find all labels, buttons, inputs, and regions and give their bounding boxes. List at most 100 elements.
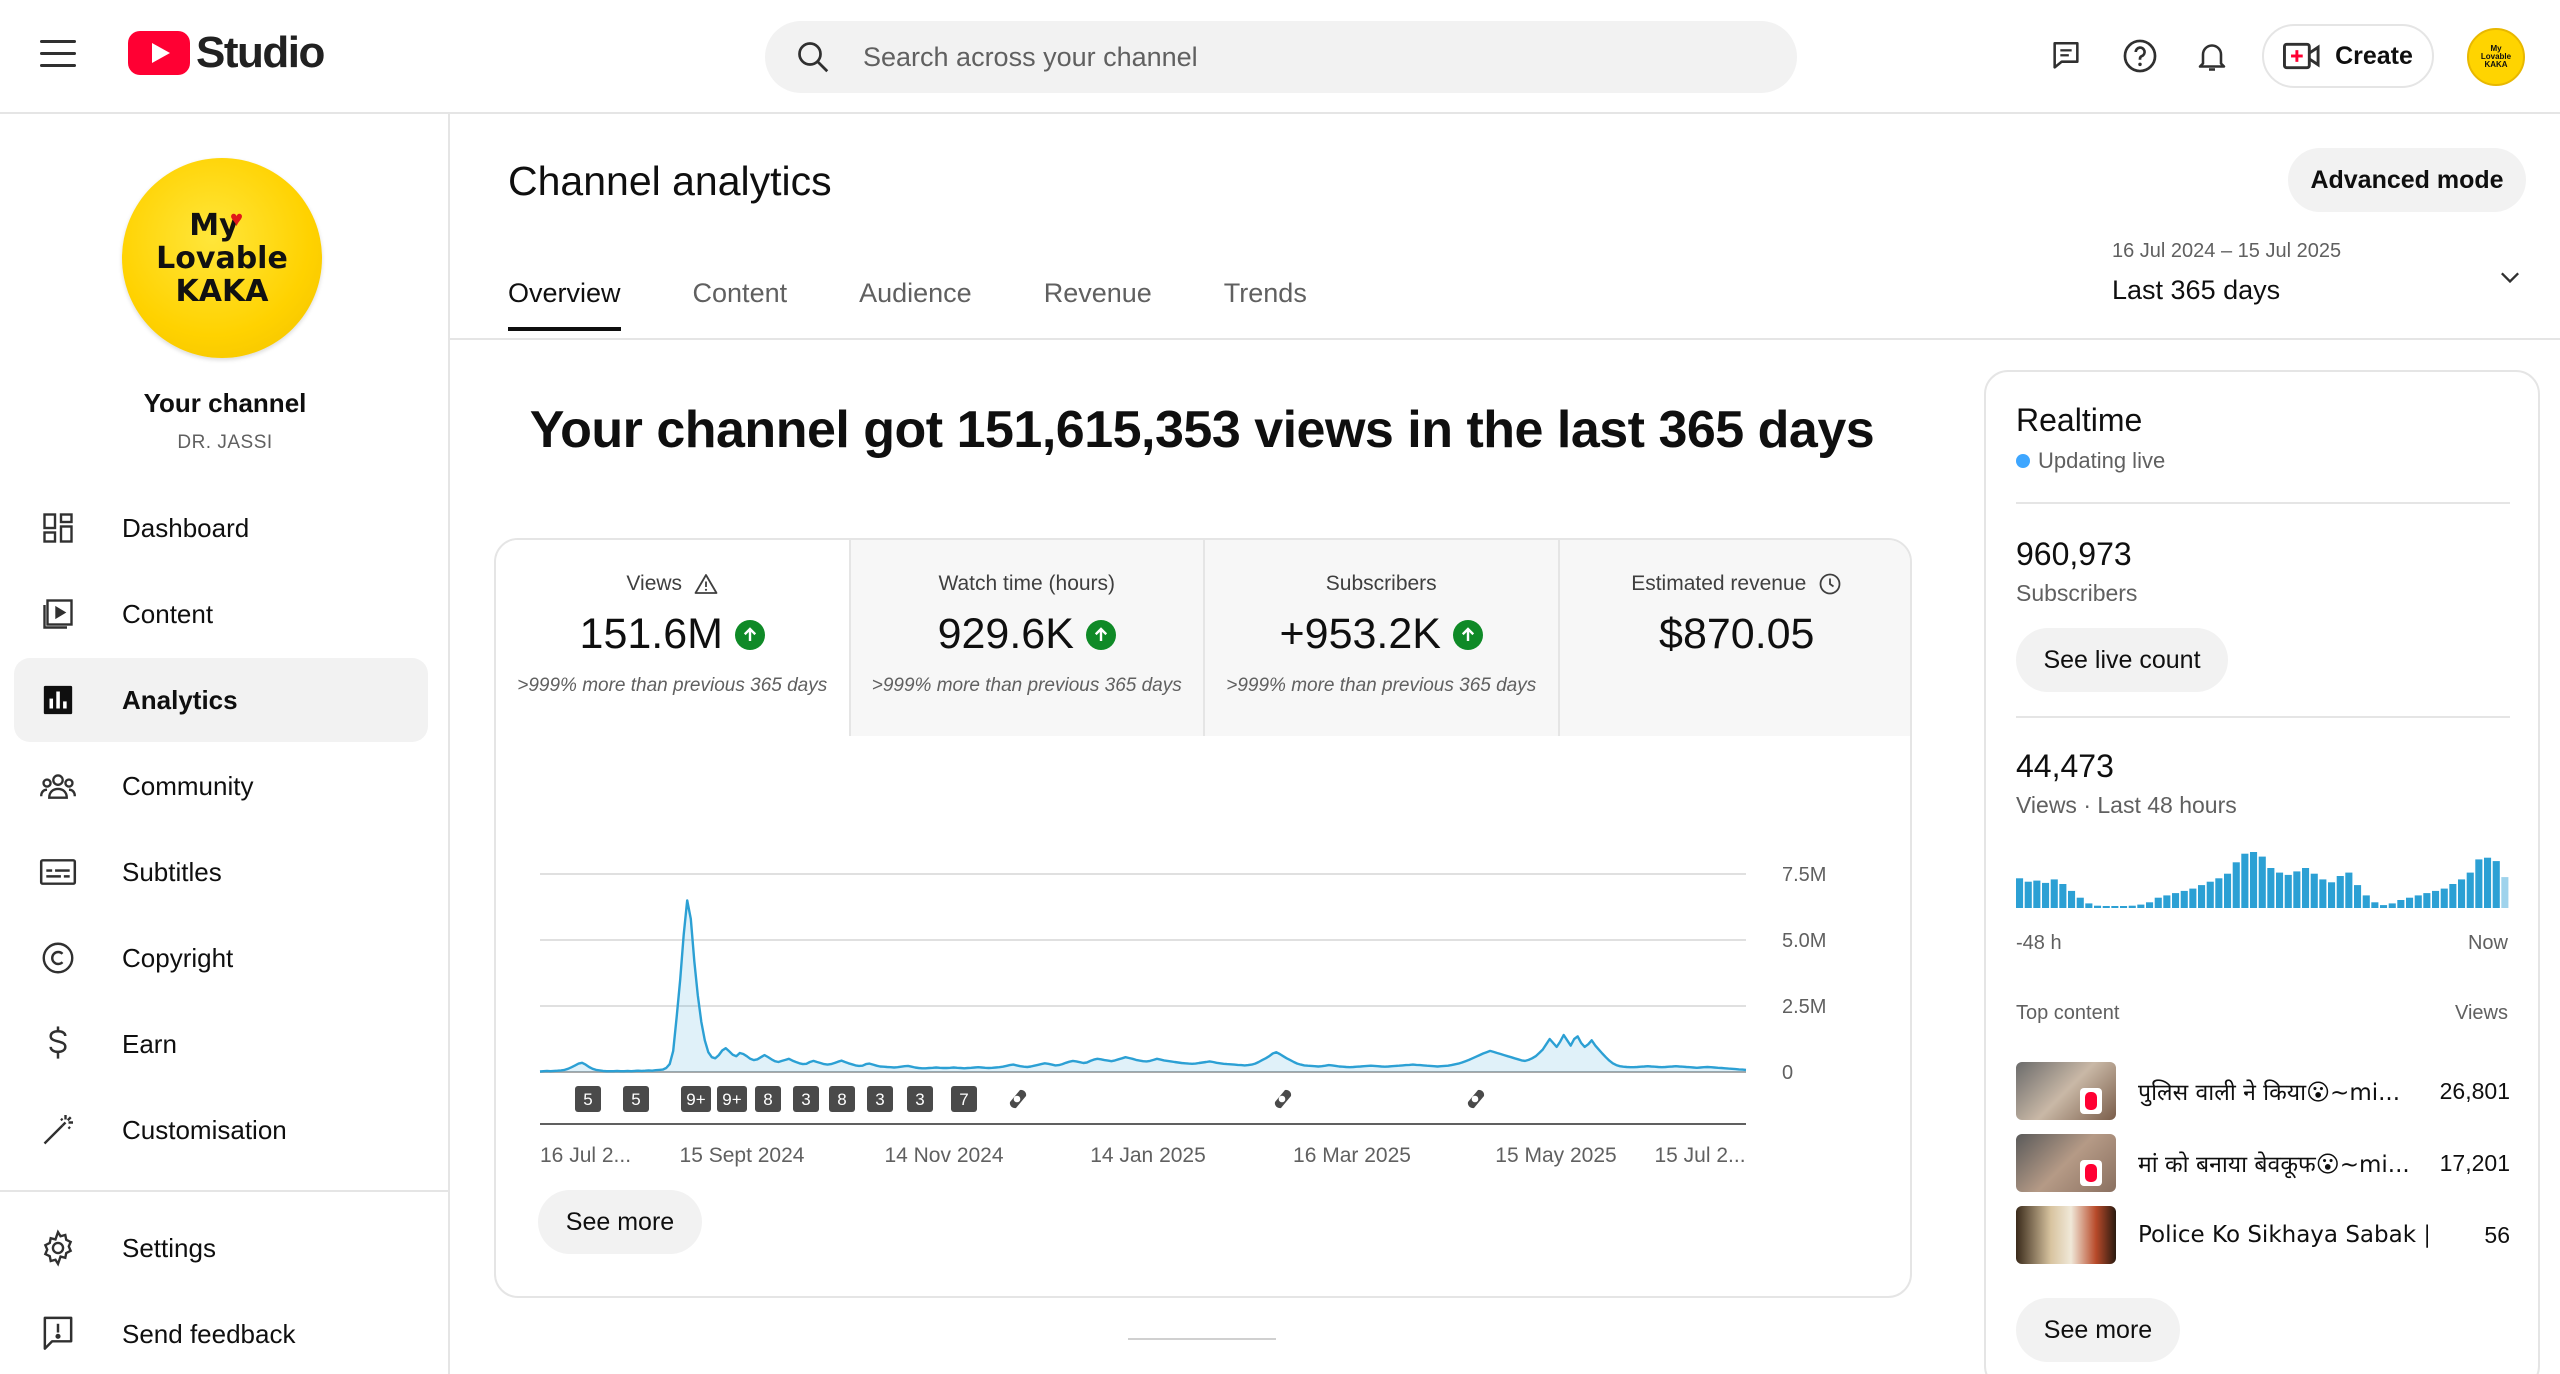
create-button[interactable]: Create: [2262, 24, 2434, 88]
metric-value-row: 929.6K: [851, 610, 1204, 659]
top-content-item[interactable]: पुलिस वाली ने किया😮~mi... 26,801: [2016, 1062, 2510, 1120]
subscriber-count: 960,973: [2016, 536, 2132, 572]
series-area: [540, 900, 1746, 1072]
sidebar-item-content[interactable]: Content: [14, 572, 428, 656]
top-content-item[interactable]: मां को बनाया बेवकूफ😮~mi... 17,201: [2016, 1134, 2510, 1192]
youtube-studio-logo[interactable]: Studio: [128, 28, 325, 78]
sidebar-item-subtitles[interactable]: Subtitles: [14, 830, 428, 914]
tab-audience[interactable]: Audience: [859, 278, 972, 308]
x-tick-label: 14 Nov 2024: [884, 1144, 1003, 1167]
trend-up-icon: [1452, 619, 1483, 650]
realtime-bar: [2198, 885, 2206, 908]
sidebar-item-dashboard[interactable]: Dashboard: [14, 486, 428, 570]
date-range-label: Last 365 days: [2112, 275, 2281, 305]
realtime-bar: [2102, 906, 2110, 908]
realtime-bar: [2362, 895, 2370, 908]
advanced-mode-button[interactable]: Advanced mode: [2288, 148, 2526, 212]
realtime-bar: [2172, 893, 2180, 908]
sidebar-item-customisation[interactable]: Customisation: [14, 1088, 428, 1172]
scroll-indicator: [1128, 1338, 1276, 1340]
shorts-badge-icon: [2080, 1088, 2102, 1114]
realtime-bar: [2484, 857, 2492, 908]
realtime-bar: [2076, 897, 2084, 908]
page-title: Channel analytics: [508, 158, 832, 204]
metric-estimated-revenue[interactable]: Estimated revenue $870.05: [1559, 540, 1911, 736]
search-input[interactable]: [863, 41, 1763, 73]
realtime-bar: [2146, 902, 2154, 908]
tab-overview[interactable]: Overview: [508, 278, 621, 331]
realtime-bar: [2466, 872, 2474, 908]
metric-label-row: Estimated revenue: [1560, 572, 1911, 596]
x-tick-label: 16 Jul 2...: [540, 1144, 631, 1167]
analytics-icon: [38, 680, 78, 720]
sidebar-item-label: Community: [122, 770, 254, 801]
sidebar-item-community[interactable]: Community: [14, 744, 428, 828]
feedback-icon[interactable]: [2046, 36, 2086, 76]
upload-marker-count: 8: [763, 1090, 772, 1109]
realtime-bar-chart: [2016, 852, 2509, 908]
realtime-bar: [2423, 893, 2431, 908]
upload-marker: [717, 1086, 747, 1112]
realtime-title: Realtime: [2016, 402, 2143, 438]
sidebar-item-earn[interactable]: Earn: [14, 1002, 428, 1086]
video-views: 17,201: [2439, 1149, 2510, 1176]
see-more-button[interactable]: See more: [538, 1190, 702, 1254]
realtime-bar: [2016, 878, 2024, 908]
avatar-line-2: Lovable: [156, 240, 288, 276]
tab-trends[interactable]: Trends: [1223, 278, 1307, 308]
realtime-bar: [2258, 856, 2266, 908]
metric-tabs: Views 151.6M >999% more than previous 36…: [496, 540, 1911, 736]
metric-label: Estimated revenue: [1631, 572, 1807, 595]
logo-text: Studio: [196, 28, 325, 77]
realtime-bar: [2336, 876, 2344, 908]
shorts-marker-dot: [1278, 1095, 1286, 1103]
channel-avatar[interactable]: My Lovable KAKA ♥: [122, 158, 322, 358]
axis-end-label: Now: [2467, 932, 2508, 954]
metric-watch-time[interactable]: Watch time (hours) 929.6K >999% more tha…: [850, 540, 1205, 736]
clock-icon: [1819, 573, 1841, 595]
sidebar-item-analytics[interactable]: Analytics: [14, 658, 428, 742]
search-bar[interactable]: [765, 21, 1797, 93]
upload-marker: [575, 1086, 601, 1112]
metric-views[interactable]: Views 151.6M >999% more than previous 36…: [496, 540, 851, 736]
top-content-item[interactable]: Police Ko Sikhaya Sabak | ... 56: [2016, 1206, 2510, 1264]
realtime-bar: [2276, 872, 2284, 908]
upload-marker-count: 5: [583, 1090, 592, 1109]
metric-comparison: >999% more than previous 365 days: [871, 675, 1182, 696]
video-thumbnail: [2016, 1062, 2116, 1120]
metric-value-row: 151.6M: [496, 610, 849, 659]
realtime-bar: [2475, 859, 2483, 908]
community-icon: [38, 766, 78, 806]
tab-content[interactable]: Content: [692, 278, 788, 308]
upload-marker-count: 8: [837, 1090, 846, 1109]
metric-comparison: >999% more than previous 365 days: [517, 675, 828, 696]
video-thumbnail: [2016, 1134, 2116, 1192]
earn-icon: [38, 1024, 78, 1064]
realtime-bar: [2449, 884, 2457, 908]
sidebar-item-send-feedback[interactable]: Send feedback: [14, 1292, 428, 1374]
settings-icon: [38, 1228, 78, 1268]
sidebar-item-label: Send feedback: [122, 1318, 296, 1349]
divider: [2016, 502, 2510, 504]
metric-subscribers[interactable]: Subscribers +953.2K >999% more than prev…: [1205, 540, 1560, 736]
sidebar-item-copyright[interactable]: Copyright: [14, 916, 428, 1000]
account-avatar[interactable]: My Lovable KAKA: [2467, 28, 2525, 86]
avatar-text: My Lovable KAKA: [2480, 44, 2512, 69]
series-line: [539, 899, 1747, 1073]
date-range-selector[interactable]: 16 Jul 2024 – 15 Jul 2025 Last 365 days: [2112, 240, 2532, 312]
tab-revenue[interactable]: Revenue: [1043, 278, 1152, 308]
help-icon[interactable]: [2120, 36, 2160, 76]
see-live-count-button[interactable]: See live count: [2016, 628, 2228, 692]
video-views: 56: [2484, 1221, 2510, 1248]
realtime-bar: [2068, 890, 2076, 908]
warning-icon: [694, 574, 718, 594]
realtime-bar: [2397, 900, 2405, 908]
sidebar: My Lovable KAKA ♥ Your channel DR. JASSI…: [0, 114, 450, 1374]
notifications-bell-icon[interactable]: [2192, 36, 2232, 76]
realtime-card: Realtime Updating live 960,973 Subscribe…: [1984, 370, 2540, 1374]
divider: [2016, 716, 2510, 718]
views-column-label: Views: [2455, 1002, 2508, 1024]
menu-icon[interactable]: [40, 40, 76, 70]
sidebar-item-settings[interactable]: Settings: [14, 1206, 428, 1290]
realtime-see-more-button[interactable]: See more: [2016, 1298, 2180, 1362]
